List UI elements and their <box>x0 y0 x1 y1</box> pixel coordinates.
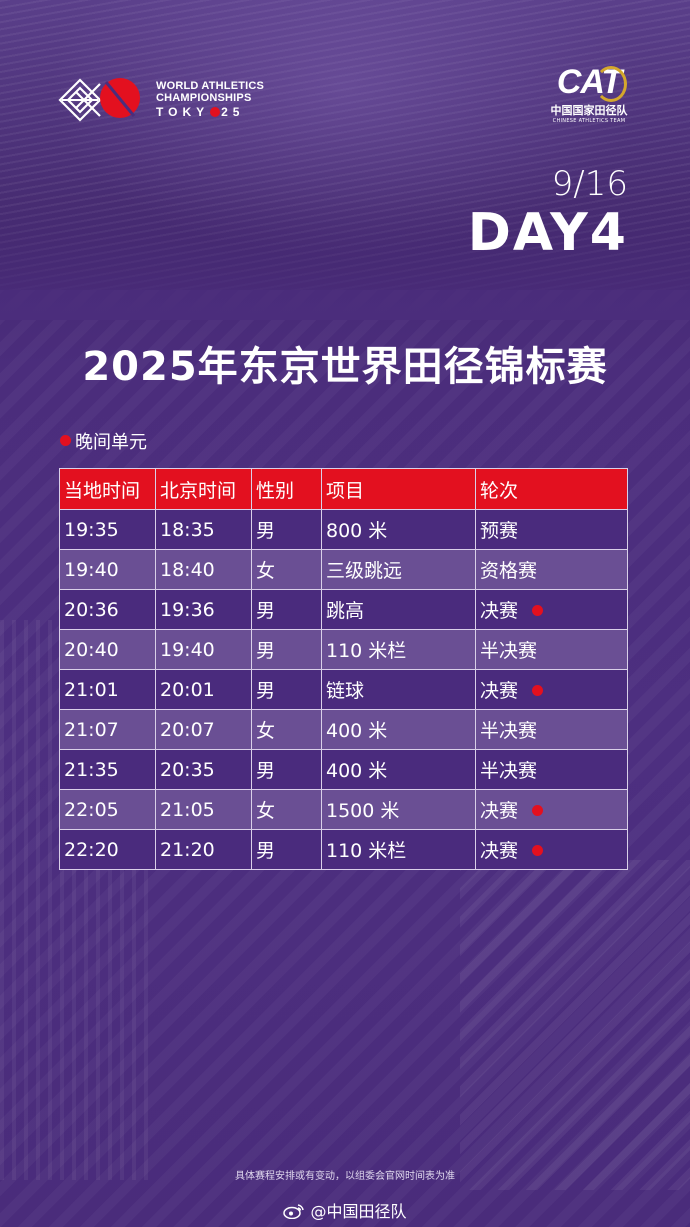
red-dot-icon <box>210 107 221 117</box>
cell-local-time: 22:20 <box>59 829 156 870</box>
cell-gender: 女 <box>251 789 322 830</box>
cell-beijing-time: 20:07 <box>155 709 252 750</box>
cell-beijing-time: 19:40 <box>155 629 252 670</box>
cell-beijing-time: 19:36 <box>155 589 252 630</box>
table-row: 19:40 18:40 女三级跳远 资格赛 <box>59 549 628 590</box>
header-round: 轮次 <box>475 468 628 510</box>
schedule-note: 具体赛程安排或有变动，以组委会官网时间表为准 <box>235 1171 455 1182</box>
cell-gender: 女 <box>251 549 322 590</box>
table-row: 19:35 18:35 男 800 米预赛 <box>59 509 628 550</box>
cell-local-time: 20:40 <box>59 629 156 670</box>
table-row: 20:40 19:40 男 110 米栏 半决赛 <box>59 629 628 670</box>
cell-round: 决赛 <box>475 669 628 710</box>
cell-gender: 男 <box>251 629 322 670</box>
cell-beijing-time: 21:20 <box>155 829 252 870</box>
cell-event: 1500 米 <box>321 789 476 830</box>
team-logo-name-en: CHINESE ATHLETICS TEAM <box>552 118 626 124</box>
table-row: 20:36 19:36 男跳高 决赛 <box>59 589 628 630</box>
cell-event: 800 米 <box>321 509 476 550</box>
cell-gender: 男 <box>251 829 322 870</box>
event-logo-line1: WORLD ATHLETICS <box>156 80 265 92</box>
header-event: 项目 <box>321 468 476 510</box>
cell-gender: 男 <box>251 589 322 630</box>
red-dot-icon <box>532 805 544 816</box>
cell-local-time: 21:35 <box>59 749 156 790</box>
red-dot-icon <box>60 435 71 446</box>
chinese-athletics-team-logo: CAT 中国国家田径队 CHINESE ATHLETICS TEAM <box>544 64 634 130</box>
cell-local-time: 22:05 <box>59 789 156 830</box>
table-row: 22:05 21:05 女 1500 米决赛 <box>59 789 628 830</box>
cell-local-time: 21:01 <box>59 669 156 710</box>
red-dot-icon <box>532 685 544 696</box>
cell-round: 半决赛 <box>475 709 628 750</box>
red-dot-icon <box>532 845 544 856</box>
cell-round: 半决赛 <box>475 749 628 790</box>
cell-gender: 男 <box>251 669 322 710</box>
page-title: 2025年东京世界田径锦标赛 <box>82 344 608 390</box>
cell-event: 三级跳远 <box>321 549 476 590</box>
table-row: 21:01 20:01 男链球 决赛 <box>59 669 628 710</box>
cell-event: 400 米 <box>321 709 476 750</box>
cell-event: 链球 <box>321 669 476 710</box>
cell-event: 跳高 <box>321 589 476 630</box>
cell-round: 决赛 <box>475 829 628 870</box>
event-logo-text: WORLD ATHLETICS CHAMPIONSHIPS TOKY 25 <box>156 80 264 118</box>
date-label: 9/16 <box>551 164 628 204</box>
cell-local-time: 20:36 <box>59 589 156 630</box>
cell-event: 400 米 <box>321 749 476 790</box>
cell-gender: 男 <box>251 509 322 550</box>
world-athletics-tokyo-logo-icon <box>58 78 140 122</box>
cell-gender: 女 <box>251 709 322 750</box>
cell-local-time: 21:07 <box>59 709 156 750</box>
event-logo-line3: TOKY 25 <box>156 105 245 119</box>
cell-gender: 男 <box>251 749 322 790</box>
cell-event: 110 米栏 <box>321 629 476 670</box>
header-local-time: 当地时间 <box>59 468 156 510</box>
table-row: 21:35 20:35 男 400 米半决赛 <box>59 749 628 790</box>
cell-beijing-time: 20:35 <box>155 749 252 790</box>
cell-beijing-time: 21:05 <box>155 789 252 830</box>
stadium-fade <box>0 200 690 320</box>
cell-beijing-time: 20:01 <box>155 669 252 710</box>
cell-local-time: 19:40 <box>59 549 156 590</box>
table-row: 22:20 21:20 男 110 米栏 决赛 <box>59 829 628 870</box>
header-beijing-time: 北京时间 <box>155 468 252 510</box>
header-gender: 性别 <box>251 468 322 510</box>
event-logo-line2: CHAMPIONSHIPS <box>156 92 252 104</box>
cell-local-time: 19:35 <box>59 509 156 550</box>
cell-beijing-time: 18:40 <box>155 549 252 590</box>
session-label: 晚间单元 <box>60 428 147 454</box>
decorative-stripes-right <box>460 860 690 1190</box>
cell-round: 决赛 <box>475 789 628 830</box>
team-logo-mark: CAT <box>557 64 628 102</box>
weibo-icon <box>283 1204 305 1219</box>
table-header-row: 当地时间 北京时间 性别 项目 轮次 <box>59 468 628 510</box>
cell-round: 预赛 <box>475 509 628 550</box>
weibo-handle: @中国田径队 <box>0 1198 690 1222</box>
cell-round: 半决赛 <box>475 629 628 670</box>
day-label: DAY4 <box>467 203 628 263</box>
table-row: 21:07 20:07 女 400 米半决赛 <box>59 709 628 750</box>
cell-round: 资格赛 <box>475 549 628 590</box>
schedule-table: 当地时间 北京时间 性别 项目 轮次 19:35 18:35 男 800 米预赛 19:… <box>59 468 628 870</box>
red-dot-icon <box>532 605 544 616</box>
team-logo-name-cn: 中国国家田径队 <box>550 104 628 117</box>
cell-beijing-time: 18:35 <box>155 509 252 550</box>
cell-round: 决赛 <box>475 589 628 630</box>
cell-event: 110 米栏 <box>321 829 476 870</box>
